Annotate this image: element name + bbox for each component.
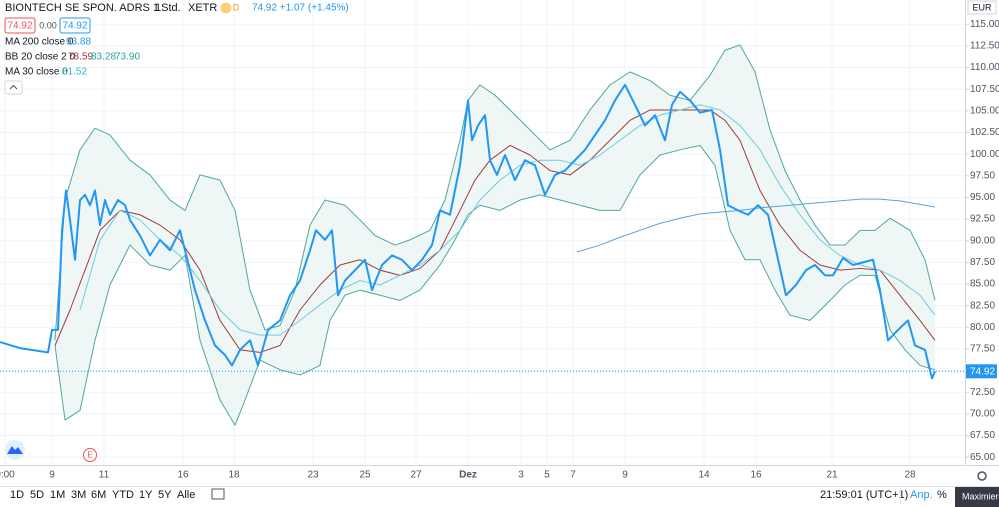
scale-option[interactable]: Anp. (910, 489, 933, 501)
range-button[interactable]: 5D (30, 489, 44, 501)
last-price-tag (966, 364, 997, 379)
event-marker-bg[interactable] (83, 448, 97, 462)
range-button[interactable]: 5Y (158, 489, 172, 501)
y-tick-label: 107.50 (970, 84, 999, 95)
y-tick-label: 105.00 (970, 105, 999, 116)
y-tick-label: 70.00 (970, 409, 995, 420)
range-button[interactable]: 1D (10, 489, 24, 501)
status-badge: D (233, 2, 240, 12)
band-fill (55, 45, 935, 426)
x-tick-label: 16 (750, 470, 762, 481)
status-badge-bg (220, 2, 232, 14)
x-tick-label: 7 (570, 470, 576, 481)
collapse-icon (9, 84, 18, 90)
collapse-button[interactable] (4, 80, 23, 95)
indicator-label[interactable]: BB 20 close 2 0 (5, 52, 75, 63)
range-button[interactable]: 1Y (139, 489, 153, 501)
scale-option[interactable]: % (937, 489, 947, 501)
x-tick-label: 14 (698, 470, 710, 481)
y-tick-label: 110.00 (970, 62, 999, 73)
y-tick-label: 67.50 (970, 430, 995, 441)
range-button[interactable]: YTD (112, 489, 134, 501)
x-tick-label: 11 (99, 470, 110, 481)
range-button[interactable]: 3M (71, 489, 86, 501)
symbol[interactable]: BIONTECH SE SPON. ADRS 1 (5, 2, 159, 14)
y-tick-label: 112.50 (970, 41, 999, 52)
range-button[interactable]: 1M (50, 489, 65, 501)
y-tick-label: 100.00 (970, 149, 999, 160)
x-tick-label: 28 (904, 470, 916, 481)
x-tick-label: 9 (49, 470, 55, 481)
x-tick-label: Dez (459, 470, 477, 481)
quote: 74.92 +1.07 (+1.45%) (252, 3, 349, 14)
y-tick-label: 102.50 (970, 127, 999, 138)
y-tick-label: 80.00 (970, 322, 995, 333)
series-line (54, 144, 936, 426)
x-tick-label: 16 (177, 470, 189, 481)
currency-box[interactable] (967, 0, 997, 15)
indicator-label[interactable]: MA 200 close 0 (5, 37, 74, 48)
y-tick-label: 85.00 (970, 279, 995, 290)
interval: 1Std. (155, 2, 181, 14)
buy-box[interactable] (59, 17, 91, 34)
clock: 21:59:01 (UTC+1) (820, 489, 908, 501)
indicator-value: 93.88 (66, 37, 91, 48)
event-marker[interactable]: E (87, 451, 92, 460)
x-tick-label: 18 (228, 470, 240, 481)
indicator-value: 73.90 (115, 52, 140, 63)
spread: 0.00 (39, 20, 57, 30)
tooltip-bg (955, 487, 999, 507)
sell-box[interactable] (4, 17, 36, 34)
y-tick-label: 77.50 (970, 344, 995, 355)
series-line (54, 44, 936, 341)
date-range-icon[interactable] (211, 488, 225, 500)
range-button[interactable]: Alle (177, 489, 195, 501)
tooltip: Maximieren (962, 491, 999, 501)
exchange: XETR (188, 2, 217, 14)
indicator-label[interactable]: MA 30 close 0 (5, 67, 68, 78)
y-tick-label: 72.50 (970, 387, 995, 398)
last-price-label: 74.92 (970, 366, 995, 377)
y-tick-label: 95.00 (970, 192, 995, 203)
indicator-value: 78.59 (68, 52, 93, 63)
indicator-value: 83.28 (91, 52, 116, 63)
y-tick-label: 92.50 (970, 214, 995, 225)
x-tick-label: 5 (544, 470, 550, 481)
x-tick-label: 3 (518, 470, 524, 481)
x-tick-label: 21 (826, 470, 838, 481)
x-tick-label: 0:00 (0, 470, 15, 481)
series-line (0, 83, 936, 380)
settings-icon[interactable] (977, 471, 987, 481)
logo-icon (7, 446, 23, 454)
sell-price[interactable]: 74.92 (7, 21, 32, 32)
x-tick-label: 27 (410, 470, 422, 481)
buy-price[interactable]: 74.92 (62, 21, 87, 32)
y-tick-label: 87.50 (970, 257, 995, 268)
x-tick-label: 25 (359, 470, 371, 481)
x-tick-label: 23 (307, 470, 319, 481)
y-tick-label: 90.00 (970, 235, 995, 246)
range-button[interactable]: 6M (91, 489, 106, 501)
y-tick-label: 65.00 (970, 452, 995, 463)
x-tick-label: 9 (622, 470, 628, 481)
currency: EUR (972, 2, 992, 12)
y-tick-label: 82.50 (970, 300, 995, 311)
y-tick-label: 115.00 (970, 19, 999, 30)
indicator-value: 81.52 (62, 67, 87, 78)
y-tick-label: 97.50 (970, 170, 995, 181)
series-line (79, 104, 936, 336)
